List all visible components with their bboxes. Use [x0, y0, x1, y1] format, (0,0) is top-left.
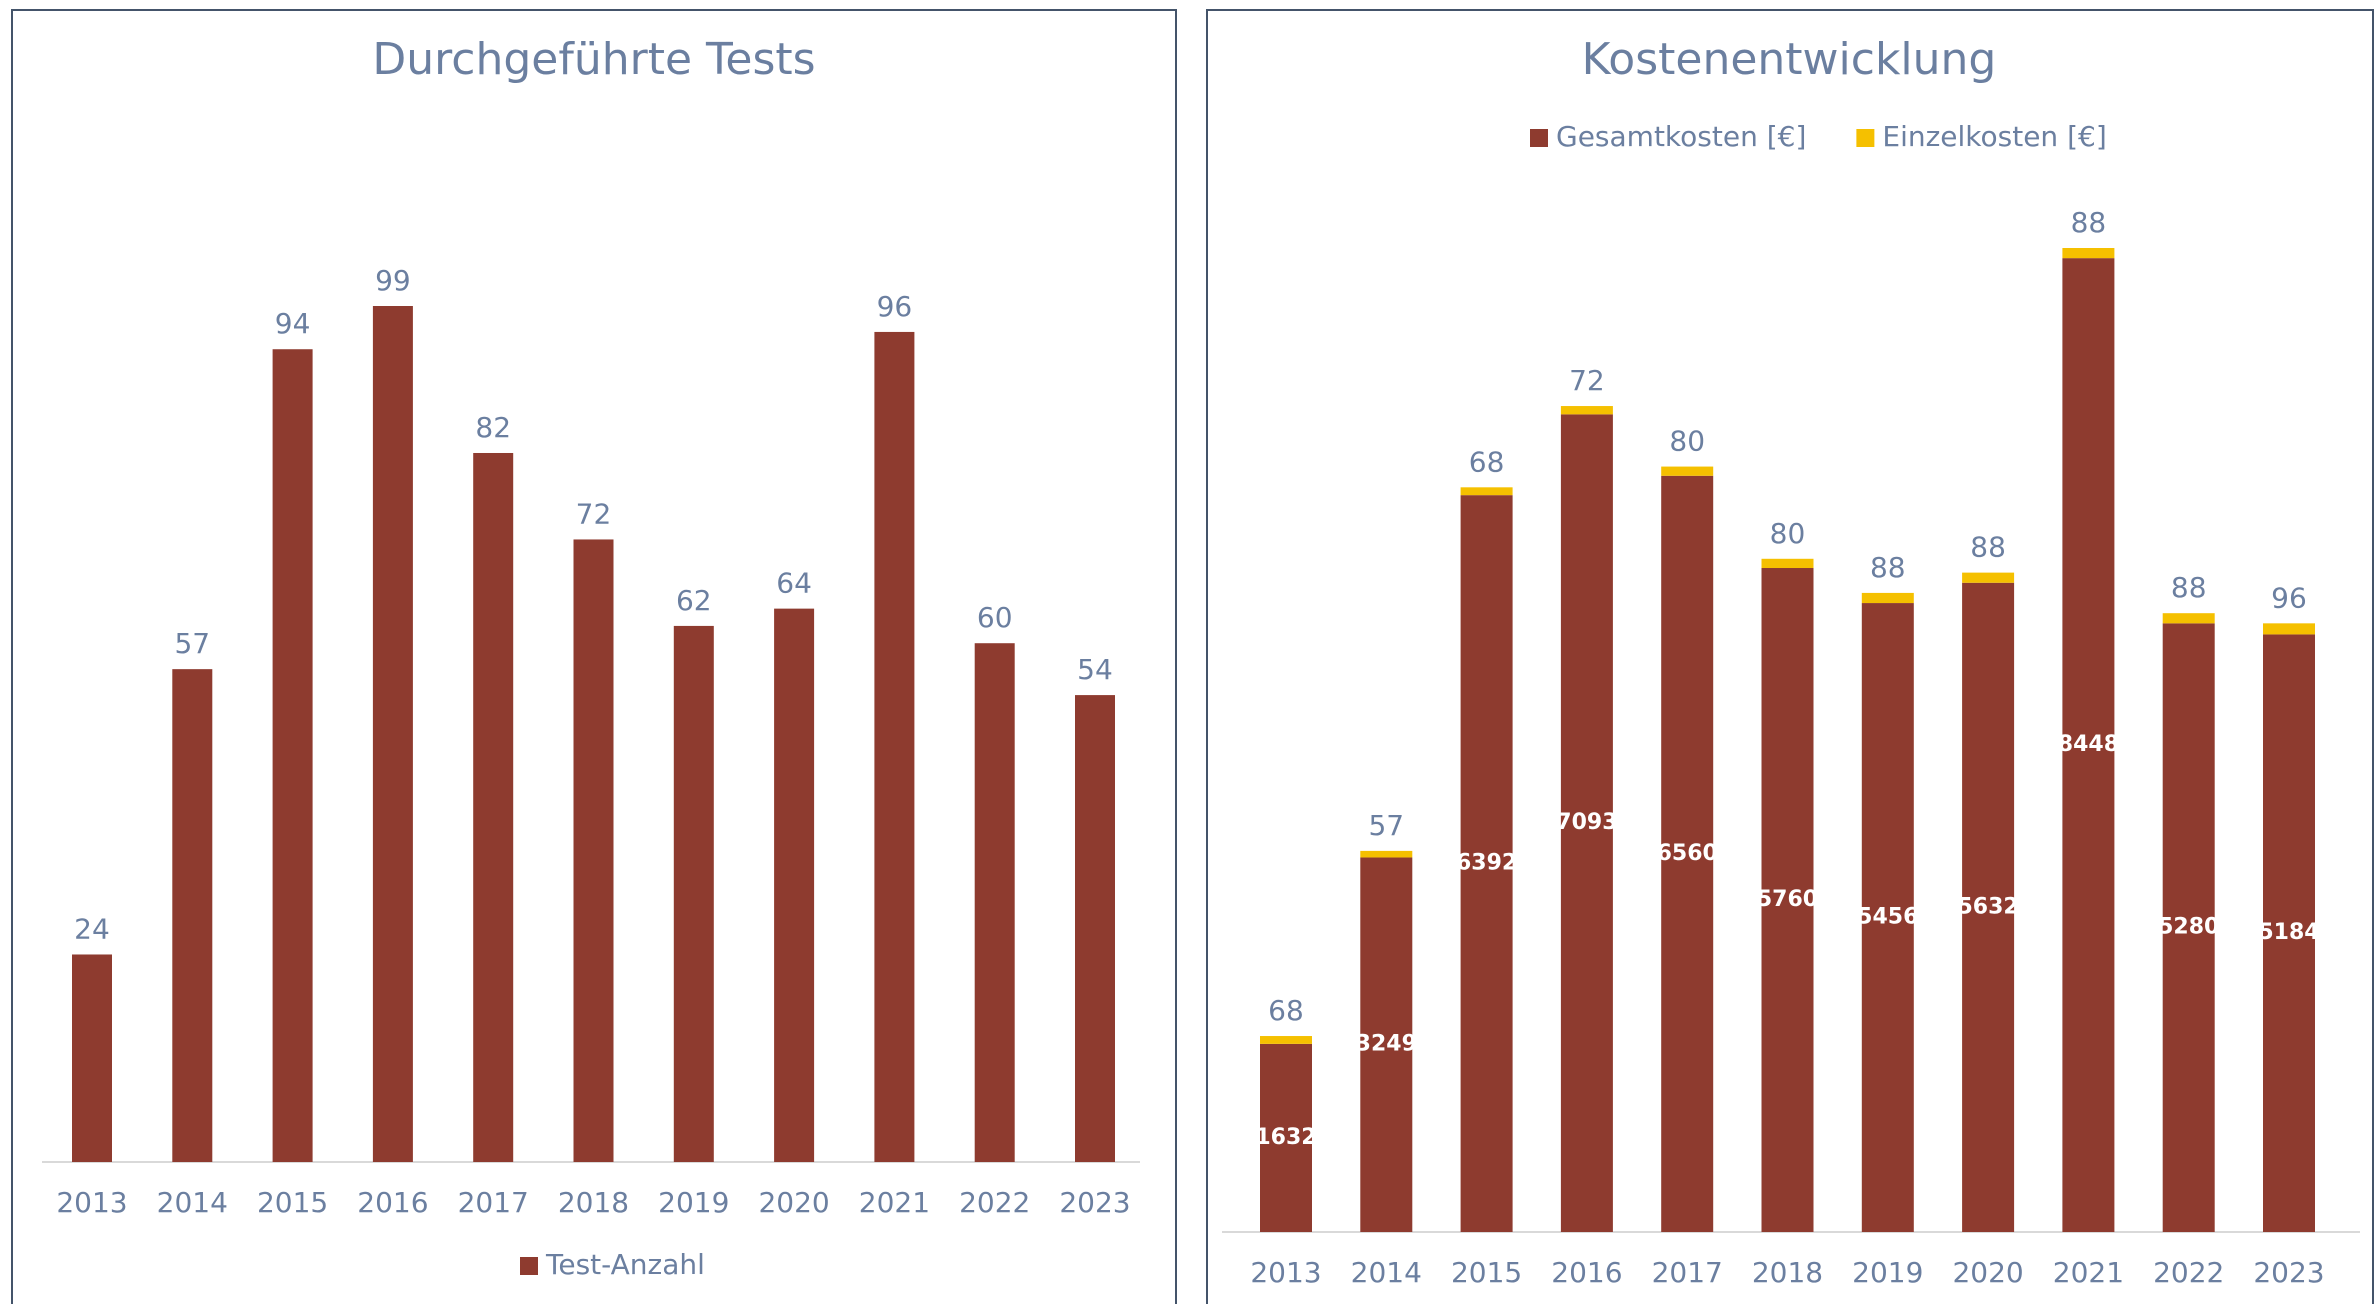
- bar: [1461, 487, 1513, 495]
- bar: [2163, 613, 2215, 623]
- value-label: 5760: [1757, 887, 1818, 912]
- value-label: 54: [1077, 653, 1113, 686]
- legend-swatch: [520, 1257, 538, 1275]
- bar: [1862, 593, 1914, 603]
- value-label: 24: [74, 912, 110, 945]
- x-tick-label: 2017: [1652, 1256, 1723, 1289]
- value-label: 5184: [2258, 920, 2319, 945]
- value-label: 5280: [2158, 915, 2219, 940]
- x-tick-label: 2020: [1952, 1256, 2023, 1289]
- x-tick-label: 2019: [1852, 1256, 1923, 1289]
- value-label: 60: [977, 601, 1013, 634]
- bar: [273, 349, 313, 1162]
- value-label: 68: [1469, 445, 1505, 478]
- legend-swatch: [1530, 129, 1548, 147]
- value-label: 96: [877, 290, 913, 323]
- x-tick-label: 2018: [1752, 1256, 1823, 1289]
- bar: [473, 453, 513, 1162]
- value-label: 80: [1669, 425, 1705, 458]
- value-label: 6560: [1657, 841, 1718, 866]
- bar: [975, 643, 1015, 1162]
- x-tick-label: 2023: [2253, 1256, 2324, 1289]
- x-tick-label: 2023: [1059, 1186, 1130, 1219]
- x-tick-label: 2016: [1551, 1256, 1622, 1289]
- x-tick-label: 2014: [1351, 1256, 1422, 1289]
- bar: [1962, 573, 2014, 583]
- value-label: 62: [676, 584, 712, 617]
- value-label: 88: [2071, 206, 2107, 239]
- x-tick-label: 2013: [56, 1186, 127, 1219]
- value-label: 88: [2171, 571, 2207, 604]
- bar: [1360, 851, 1412, 858]
- bar: [1561, 406, 1613, 414]
- value-label: 64: [776, 567, 812, 600]
- x-tick-label: 2020: [758, 1186, 829, 1219]
- bar: [2263, 623, 2315, 634]
- value-label: 80: [1770, 517, 1806, 550]
- value-label: 8448: [2058, 732, 2119, 757]
- x-tick-label: 2016: [357, 1186, 428, 1219]
- chart-title: Durchgeführte Tests: [372, 34, 815, 85]
- x-tick-label: 2021: [2053, 1256, 2124, 1289]
- value-label: 68: [1268, 994, 1304, 1027]
- value-label: 5456: [1857, 905, 1918, 930]
- legend-label: Gesamtkosten [€]: [1556, 120, 1806, 153]
- bar: [373, 306, 413, 1162]
- value-label: 99: [375, 264, 411, 297]
- bar: [1075, 695, 1115, 1162]
- bar: [774, 609, 814, 1162]
- value-label: 82: [475, 411, 511, 444]
- legend-swatch: [1856, 129, 1874, 147]
- x-tick-label: 2021: [859, 1186, 930, 1219]
- x-tick-label: 2013: [1250, 1256, 1321, 1289]
- value-label: 5632: [1957, 894, 2018, 919]
- bar: [574, 539, 614, 1162]
- chart-title: Kostenentwicklung: [1582, 34, 1997, 85]
- value-label: 94: [275, 307, 311, 340]
- bar: [172, 669, 212, 1162]
- bar: [1260, 1036, 1312, 1044]
- value-label: 3249: [1356, 1032, 1417, 1057]
- x-tick-label: 2019: [658, 1186, 729, 1219]
- value-label: 88: [1970, 531, 2006, 564]
- page: Durchgeführte Tests 2013 24 2014 57 2015 94 201…: [0, 0, 2375, 1304]
- value-label: 1632: [1255, 1125, 1316, 1150]
- bar: [2062, 248, 2114, 258]
- x-tick-label: 2014: [157, 1186, 228, 1219]
- x-tick-label: 2015: [1451, 1256, 1522, 1289]
- bar: [874, 332, 914, 1162]
- value-label: 72: [576, 497, 612, 530]
- legend-label: Einzelkosten [€]: [1882, 120, 2106, 153]
- dashboard: Durchgeführte Tests 2013 24 2014 57 2015 94 201…: [0, 0, 2375, 1304]
- value-label: 57: [174, 627, 210, 660]
- value-label: 72: [1569, 364, 1605, 397]
- x-tick-label: 2022: [2153, 1256, 2224, 1289]
- bar: [1661, 467, 1713, 476]
- value-label: 96: [2271, 581, 2307, 614]
- value-label: 57: [1368, 809, 1404, 842]
- value-label: 7093: [1556, 810, 1617, 835]
- legend-label: Test-Anzahl: [545, 1248, 705, 1281]
- bar: [72, 954, 112, 1162]
- x-tick-label: 2018: [558, 1186, 629, 1219]
- value-label: 6392: [1456, 851, 1517, 876]
- x-tick-label: 2022: [959, 1186, 1030, 1219]
- x-tick-label: 2015: [257, 1186, 328, 1219]
- value-label: 88: [1870, 551, 1906, 584]
- bar: [674, 626, 714, 1162]
- bar: [1762, 559, 1814, 568]
- x-tick-label: 2017: [458, 1186, 529, 1219]
